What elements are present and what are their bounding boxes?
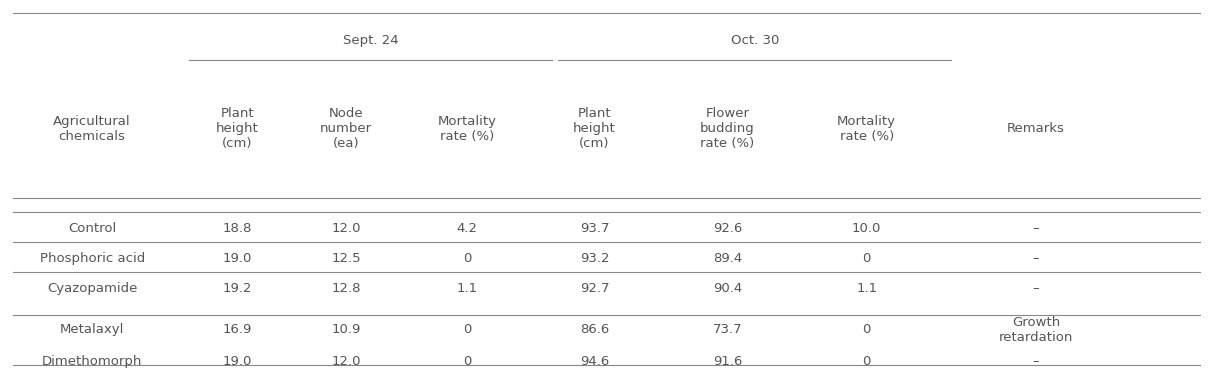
Text: 93.2: 93.2 xyxy=(580,252,609,265)
Text: 1.1: 1.1 xyxy=(457,282,478,295)
Text: Cyazopamide: Cyazopamide xyxy=(47,282,137,295)
Text: 10.9: 10.9 xyxy=(331,323,361,336)
Text: –: – xyxy=(1032,252,1040,265)
Text: Phosphoric acid: Phosphoric acid xyxy=(40,252,144,265)
Text: 10.0: 10.0 xyxy=(852,222,882,235)
Text: 90.4: 90.4 xyxy=(713,282,742,295)
Text: 1.1: 1.1 xyxy=(856,282,877,295)
Text: Control: Control xyxy=(68,222,116,235)
Text: Oct. 30: Oct. 30 xyxy=(731,34,780,47)
Text: 86.6: 86.6 xyxy=(580,323,609,336)
Text: 19.0: 19.0 xyxy=(223,252,252,265)
Text: 4.2: 4.2 xyxy=(457,222,478,235)
Text: 73.7: 73.7 xyxy=(713,323,742,336)
Text: –: – xyxy=(1032,355,1040,368)
Text: Remarks: Remarks xyxy=(1007,122,1065,135)
Text: 19.0: 19.0 xyxy=(223,355,252,368)
Text: 89.4: 89.4 xyxy=(713,252,742,265)
Text: Node
number
(ea): Node number (ea) xyxy=(320,107,372,150)
Text: 92.6: 92.6 xyxy=(713,222,742,235)
Text: 0: 0 xyxy=(463,355,472,368)
Text: 12.8: 12.8 xyxy=(331,282,361,295)
Text: 92.7: 92.7 xyxy=(580,282,609,295)
Text: –: – xyxy=(1032,222,1040,235)
Text: Growth
retardation: Growth retardation xyxy=(1000,316,1074,344)
Text: Plant
height
(cm): Plant height (cm) xyxy=(216,107,258,150)
Text: 16.9: 16.9 xyxy=(223,323,252,336)
Text: Mortality
rate (%): Mortality rate (%) xyxy=(438,115,497,143)
Text: –: – xyxy=(1032,282,1040,295)
Text: Dimethomorph: Dimethomorph xyxy=(42,355,142,368)
Text: 0: 0 xyxy=(862,252,871,265)
Text: 0: 0 xyxy=(463,323,472,336)
Text: 12.0: 12.0 xyxy=(331,355,361,368)
Text: 94.6: 94.6 xyxy=(580,355,609,368)
Text: 12.5: 12.5 xyxy=(331,252,361,265)
Text: 18.8: 18.8 xyxy=(223,222,252,235)
Text: 91.6: 91.6 xyxy=(713,355,742,368)
Text: Flower
budding
rate (%): Flower budding rate (%) xyxy=(700,107,754,150)
Text: Metalaxyl: Metalaxyl xyxy=(59,323,125,336)
Text: 0: 0 xyxy=(463,252,472,265)
Text: Plant
height
(cm): Plant height (cm) xyxy=(573,107,616,150)
Text: 12.0: 12.0 xyxy=(331,222,361,235)
Text: Sept. 24: Sept. 24 xyxy=(343,34,398,47)
Text: Agricultural
chemicals: Agricultural chemicals xyxy=(53,115,131,143)
Text: 0: 0 xyxy=(862,355,871,368)
Text: 93.7: 93.7 xyxy=(580,222,609,235)
Text: 19.2: 19.2 xyxy=(223,282,252,295)
Text: 0: 0 xyxy=(862,323,871,336)
Text: Mortality
rate (%): Mortality rate (%) xyxy=(837,115,896,143)
